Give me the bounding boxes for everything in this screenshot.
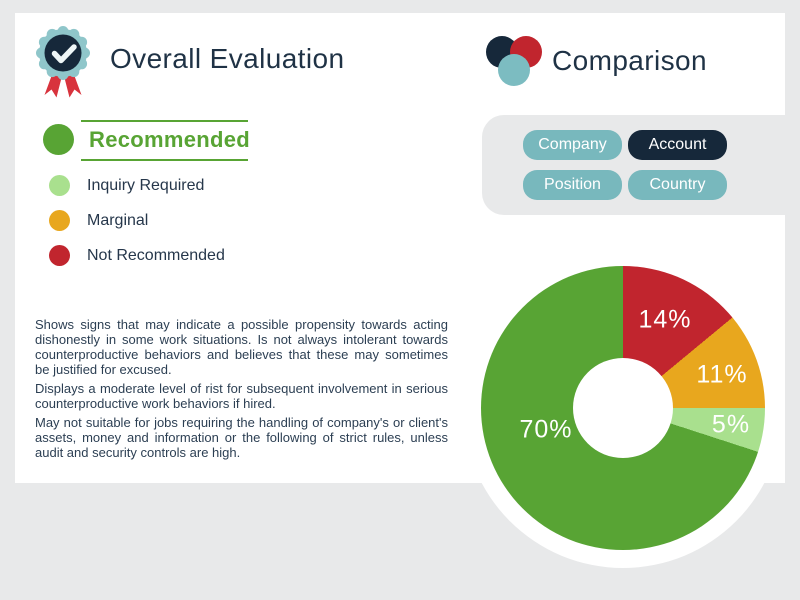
tab-company[interactable]: Company	[523, 130, 622, 160]
evaluation-description: Shows signs that may indicate a possible…	[35, 317, 448, 464]
slice-label-not-recommended: 14%	[638, 305, 692, 334]
tab-account[interactable]: Account	[628, 130, 727, 160]
legend-dot-inquiry-required	[49, 175, 70, 196]
legend-item-marginal: Marginal	[87, 212, 149, 229]
donut-chart	[481, 266, 765, 550]
checkmark-icon	[51, 44, 77, 64]
legend-item-not-recommended: Not Recommended	[87, 247, 225, 264]
legend-dot-recommended	[43, 124, 74, 155]
slice-label-recommended: 70%	[519, 415, 573, 444]
evaluation-paragraph: Displays a moderate level of rist for su…	[35, 381, 448, 411]
award-badge-icon	[36, 26, 90, 98]
tab-country[interactable]: Country	[628, 170, 727, 200]
page-title-comparison: Comparison	[552, 45, 707, 76]
page-title-overall-evaluation: Overall Evaluation	[110, 43, 345, 74]
legend-item-inquiry-required: Inquiry Required	[87, 177, 205, 194]
evaluation-paragraph: Shows signs that may indicate a possible…	[35, 317, 448, 377]
tab-position[interactable]: Position	[523, 170, 622, 200]
evaluation-paragraph: May not suitable for jobs requiring the …	[35, 415, 448, 460]
legend-item-recommended: Recommended	[81, 120, 250, 161]
legend-dot-not-recommended	[49, 245, 70, 266]
slice-label-inquiry-required: 5%	[711, 410, 751, 439]
slice-label-marginal: 11%	[696, 360, 748, 389]
legend-dot-marginal	[49, 210, 70, 231]
overlapping-circles-icon	[486, 36, 542, 86]
